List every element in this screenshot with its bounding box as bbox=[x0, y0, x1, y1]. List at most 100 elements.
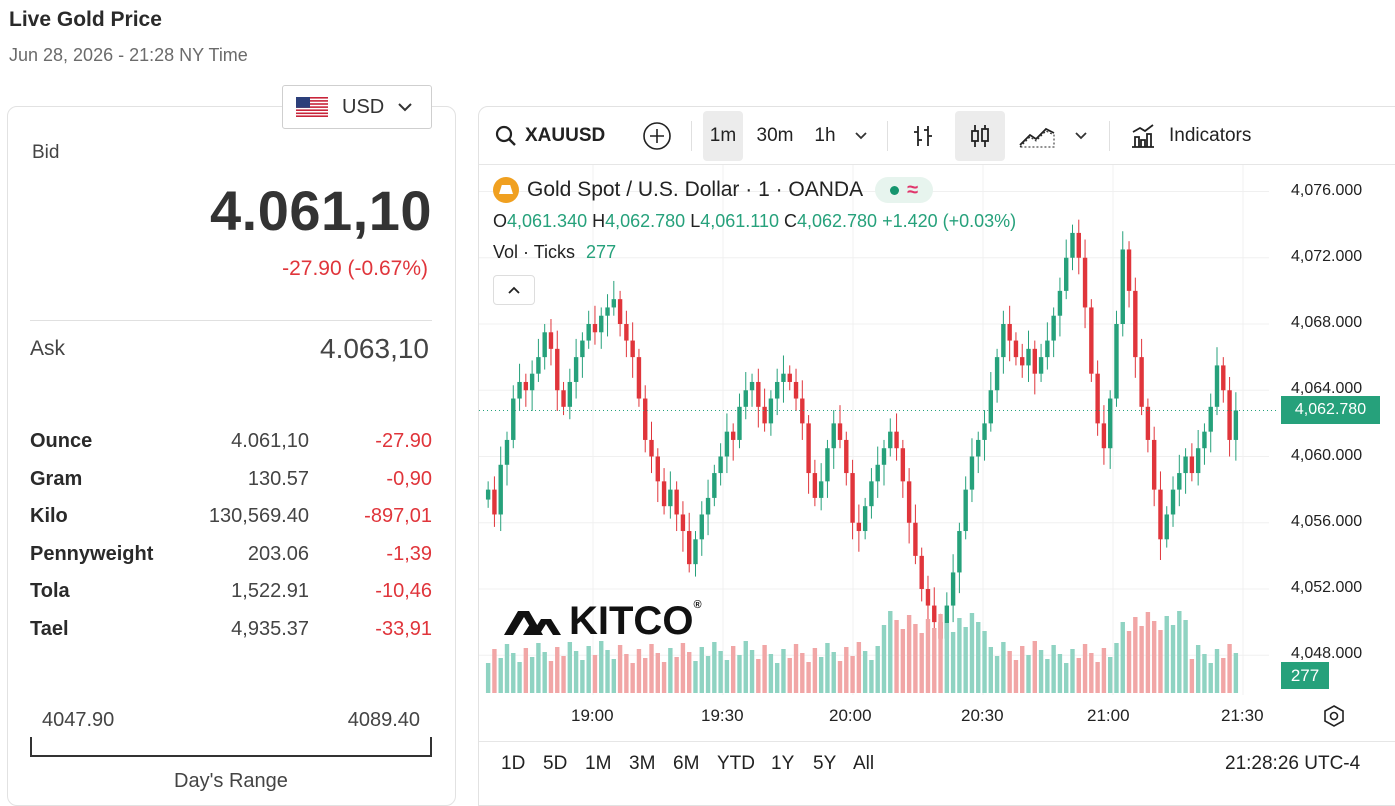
candle bbox=[781, 373, 786, 382]
volume-bar bbox=[674, 657, 679, 693]
unit-change: -10,46 bbox=[375, 580, 432, 602]
range-1d[interactable]: 1D bbox=[501, 753, 526, 774]
volume-bar bbox=[1202, 654, 1207, 693]
candle bbox=[1064, 257, 1069, 291]
volume-bar bbox=[1126, 631, 1132, 693]
candle bbox=[756, 381, 761, 407]
range-ytd[interactable]: YTD bbox=[717, 753, 755, 774]
range-5d[interactable]: 5D bbox=[543, 753, 568, 774]
ohlc-values: O4,061.340 H4,062.780 L4,061.110 C4,062.… bbox=[493, 211, 1016, 232]
interval-1m[interactable]: 1m bbox=[703, 111, 743, 161]
candle bbox=[661, 481, 667, 507]
volume-bar bbox=[1007, 651, 1012, 693]
unit-price: 4,935.37 bbox=[231, 618, 309, 640]
candle bbox=[712, 473, 717, 498]
unit-name: Pennyweight bbox=[30, 543, 154, 565]
unit-price: 1,522.91 bbox=[231, 580, 309, 602]
candle bbox=[888, 431, 893, 449]
candle bbox=[1133, 290, 1138, 358]
range-3m[interactable]: 3M bbox=[629, 753, 656, 774]
candles-style-button[interactable] bbox=[955, 111, 1005, 161]
volume-bar bbox=[1189, 659, 1195, 693]
candle bbox=[762, 406, 767, 424]
price-tick-label: 4,048.000 bbox=[1291, 645, 1363, 663]
candle bbox=[567, 381, 573, 407]
volume-bar bbox=[1020, 646, 1025, 693]
time-tick-label: 20:30 bbox=[961, 706, 1004, 725]
volume-bar bbox=[1177, 611, 1182, 693]
candle bbox=[1214, 365, 1220, 407]
volume-label: Vol · Ticks bbox=[493, 242, 576, 262]
collapse-legend-button[interactable] bbox=[493, 275, 535, 305]
volume-bar bbox=[1208, 663, 1213, 693]
candle bbox=[655, 456, 660, 482]
unit-change: -1,39 bbox=[386, 543, 432, 565]
candle bbox=[1202, 431, 1207, 449]
compare-button[interactable] bbox=[639, 111, 675, 161]
candle bbox=[850, 473, 855, 523]
candle bbox=[793, 381, 799, 399]
interval-dropdown[interactable] bbox=[849, 111, 873, 161]
volume-bar bbox=[586, 646, 591, 693]
volume-bar bbox=[661, 662, 667, 693]
range-6m[interactable]: 6M bbox=[673, 753, 700, 774]
chart-legend: Gold Spot / U.S. Dollar · 1 · OANDA ≈ bbox=[493, 177, 934, 203]
currency-select[interactable]: USD bbox=[282, 85, 432, 129]
volume-bar bbox=[655, 653, 660, 693]
unit-name: Tola bbox=[30, 580, 70, 602]
price-tick-label: 4,056.000 bbox=[1291, 512, 1363, 530]
candle bbox=[1189, 456, 1195, 474]
volume-bar bbox=[932, 628, 937, 693]
high-label: H bbox=[592, 211, 606, 231]
volume-bar bbox=[963, 627, 968, 693]
candle bbox=[869, 481, 874, 507]
candle bbox=[730, 431, 736, 440]
interval-1h[interactable]: 1h bbox=[814, 125, 836, 146]
unit-name: Ounce bbox=[30, 430, 93, 452]
change-value: +1.420 (+0.03%) bbox=[882, 211, 1017, 231]
volume-bar bbox=[1233, 653, 1239, 693]
candles-icon bbox=[971, 125, 989, 147]
market-status-badge[interactable]: ≈ bbox=[875, 177, 934, 203]
volume-bar bbox=[938, 614, 943, 693]
volume-bar bbox=[806, 662, 811, 693]
candle bbox=[561, 390, 566, 407]
candle bbox=[611, 299, 617, 308]
volume-bar bbox=[712, 642, 717, 693]
chart-type-dropdown[interactable] bbox=[1069, 111, 1093, 161]
us-flag-icon bbox=[296, 97, 328, 117]
gold-coin-icon bbox=[493, 177, 519, 203]
volume-bar bbox=[1139, 626, 1144, 693]
interval-30m[interactable]: 30m bbox=[756, 125, 794, 146]
candle bbox=[1101, 423, 1107, 449]
volume-bar bbox=[800, 653, 805, 693]
candle bbox=[787, 373, 792, 382]
volume-bar bbox=[504, 644, 510, 693]
candle bbox=[1183, 456, 1188, 474]
divider bbox=[30, 320, 432, 321]
volume-bar bbox=[1170, 625, 1176, 693]
volume-bar bbox=[668, 648, 673, 693]
volume-bar bbox=[561, 656, 566, 693]
range-1m[interactable]: 1M bbox=[585, 753, 612, 774]
candle bbox=[1158, 489, 1163, 540]
axis-settings-icon[interactable] bbox=[1322, 704, 1346, 728]
candle bbox=[950, 572, 956, 606]
bars-style-button[interactable] bbox=[901, 111, 945, 161]
symbol-search-button[interactable]: XAUUSD bbox=[491, 111, 611, 161]
candle bbox=[680, 514, 686, 532]
volume-bar bbox=[630, 663, 635, 693]
range-5y[interactable]: 5Y bbox=[813, 753, 837, 774]
volume-bar bbox=[1013, 660, 1019, 693]
candle bbox=[1120, 249, 1125, 324]
price-chart[interactable] bbox=[479, 165, 1395, 745]
indicators-button[interactable]: Indicators bbox=[1123, 111, 1267, 161]
range-all[interactable]: All bbox=[853, 753, 875, 774]
volume-bar bbox=[1107, 657, 1113, 693]
area-chart-icon bbox=[1018, 127, 1055, 148]
range-1y[interactable]: 1Y bbox=[771, 753, 795, 774]
volume-bar bbox=[944, 623, 950, 693]
area-style-button[interactable] bbox=[1015, 111, 1059, 161]
volume-bar bbox=[580, 660, 585, 693]
volume-bar bbox=[812, 648, 818, 693]
